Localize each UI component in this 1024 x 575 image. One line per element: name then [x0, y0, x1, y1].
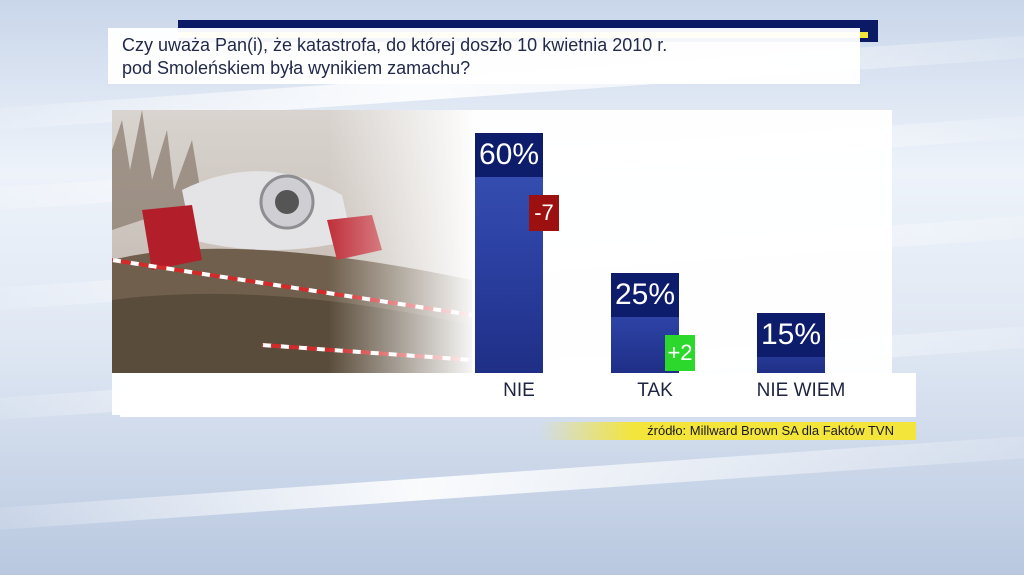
question-panel: Czy uważa Pan(i), że katastrofa, do któr… [108, 28, 860, 84]
category-label-nie: NIE [503, 380, 535, 401]
crash-photo [112, 110, 472, 373]
category-label-nie-wiem: NIE WIEM [756, 380, 846, 401]
bar-nie: 60% [475, 133, 543, 373]
value-label-nie: 60% [478, 138, 540, 171]
source-strip: źródło: Millward Brown SA dla Faktów TVN [540, 422, 916, 440]
question-text: Czy uważa Pan(i), że katastrofa, do któr… [122, 35, 668, 78]
value-label-nie-wiem: 15% [760, 318, 822, 351]
value-label-tak: 25% [614, 278, 676, 311]
category-label-strip [120, 373, 916, 417]
background-streak [0, 428, 1024, 534]
bar-value-box: 60% [475, 133, 543, 177]
bar-nie-wiem: 15% [757, 313, 825, 373]
category-label-tak: TAK [637, 380, 673, 401]
crash-photo-image [112, 110, 472, 373]
bar-value-box: 15% [757, 313, 825, 357]
source-text: źródło: Millward Brown SA dla Faktów TVN [647, 423, 894, 438]
change-badge-tak: +2 [665, 335, 695, 371]
bar-value-box: 25% [611, 273, 679, 317]
change-badge-nie: -7 [529, 195, 559, 231]
